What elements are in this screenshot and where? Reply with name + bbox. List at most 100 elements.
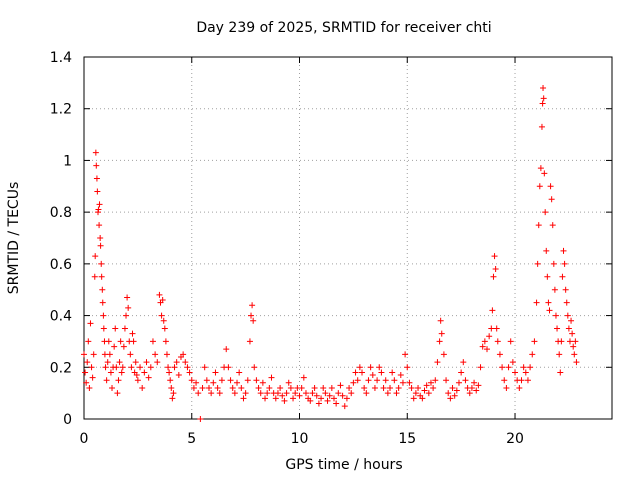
data-point bbox=[359, 369, 366, 376]
data-point bbox=[489, 307, 496, 314]
data-point bbox=[559, 273, 566, 280]
data-point bbox=[283, 390, 290, 397]
data-point bbox=[238, 384, 245, 391]
data-point bbox=[557, 369, 564, 376]
data-point bbox=[518, 377, 525, 384]
data-point bbox=[558, 338, 565, 345]
data-point bbox=[560, 247, 567, 254]
data-point bbox=[257, 390, 264, 397]
data-points bbox=[81, 85, 580, 422]
data-point bbox=[268, 374, 275, 381]
data-point bbox=[116, 359, 123, 366]
data-point bbox=[81, 351, 87, 358]
data-point bbox=[298, 384, 305, 391]
data-point bbox=[300, 374, 307, 381]
data-point bbox=[96, 222, 103, 229]
data-point bbox=[561, 260, 568, 267]
data-point bbox=[437, 317, 444, 324]
data-point bbox=[231, 390, 238, 397]
data-point bbox=[501, 377, 508, 384]
data-point bbox=[481, 338, 488, 345]
data-point bbox=[182, 359, 189, 366]
data-point bbox=[531, 338, 538, 345]
data-point bbox=[279, 392, 286, 399]
data-point bbox=[130, 338, 137, 345]
data-point bbox=[137, 364, 144, 371]
data-point bbox=[250, 317, 257, 324]
data-point bbox=[216, 390, 223, 397]
data-point bbox=[90, 351, 97, 358]
data-point bbox=[240, 395, 247, 402]
data-point bbox=[223, 346, 230, 353]
data-point bbox=[399, 379, 406, 386]
data-point bbox=[302, 390, 309, 397]
data-point bbox=[449, 384, 456, 391]
data-point bbox=[114, 390, 121, 397]
data-point bbox=[346, 384, 353, 391]
data-point bbox=[494, 338, 501, 345]
y-axis-ticks: 0 0.2 0.4 0.6 0.8 1 1.2 1.4 bbox=[50, 50, 612, 428]
data-point bbox=[134, 377, 141, 384]
data-point bbox=[190, 384, 197, 391]
data-point bbox=[262, 395, 269, 402]
data-point bbox=[395, 384, 402, 391]
data-point bbox=[419, 395, 426, 402]
data-point bbox=[382, 377, 389, 384]
data-point bbox=[326, 392, 333, 399]
data-point bbox=[537, 165, 544, 172]
data-point bbox=[92, 149, 99, 156]
data-point bbox=[162, 338, 169, 345]
data-point bbox=[393, 390, 400, 397]
data-point bbox=[105, 338, 112, 345]
data-point bbox=[462, 377, 469, 384]
data-point bbox=[415, 384, 422, 391]
data-point bbox=[210, 379, 217, 386]
data-point bbox=[445, 390, 452, 397]
data-point bbox=[529, 351, 536, 358]
data-point bbox=[341, 403, 348, 410]
data-point bbox=[208, 390, 215, 397]
data-point bbox=[490, 273, 497, 280]
data-point bbox=[488, 325, 495, 332]
data-point bbox=[145, 374, 152, 381]
data-point bbox=[493, 325, 500, 332]
data-point bbox=[427, 379, 434, 386]
data-point bbox=[236, 369, 243, 376]
data-point bbox=[432, 377, 439, 384]
data-point bbox=[535, 222, 542, 229]
data-point bbox=[123, 312, 130, 319]
x-axis-label: GPS time / hours bbox=[285, 457, 402, 473]
data-point bbox=[569, 330, 576, 337]
data-point bbox=[350, 379, 357, 386]
data-point bbox=[492, 266, 499, 273]
data-point bbox=[199, 384, 206, 391]
data-point bbox=[203, 377, 210, 384]
data-point bbox=[343, 395, 350, 402]
data-point bbox=[205, 384, 212, 391]
data-point bbox=[118, 369, 125, 376]
data-point bbox=[509, 359, 516, 366]
data-point bbox=[149, 338, 156, 345]
data-point bbox=[473, 387, 480, 394]
data-point bbox=[522, 369, 529, 376]
data-point bbox=[499, 364, 506, 371]
data-point bbox=[423, 382, 430, 389]
data-point bbox=[572, 338, 579, 345]
data-point bbox=[512, 369, 519, 376]
data-point bbox=[460, 359, 467, 366]
data-point bbox=[87, 320, 94, 327]
data-point bbox=[99, 299, 106, 306]
data-point bbox=[127, 351, 134, 358]
data-point bbox=[259, 379, 266, 386]
data-point bbox=[143, 359, 150, 366]
data-point bbox=[318, 395, 325, 402]
data-point bbox=[315, 400, 322, 407]
data-point bbox=[99, 286, 106, 293]
data-point bbox=[139, 384, 146, 391]
data-point bbox=[387, 384, 394, 391]
data-point bbox=[104, 359, 111, 366]
data-point bbox=[568, 317, 575, 324]
data-point bbox=[274, 390, 281, 397]
data-point bbox=[103, 377, 110, 384]
